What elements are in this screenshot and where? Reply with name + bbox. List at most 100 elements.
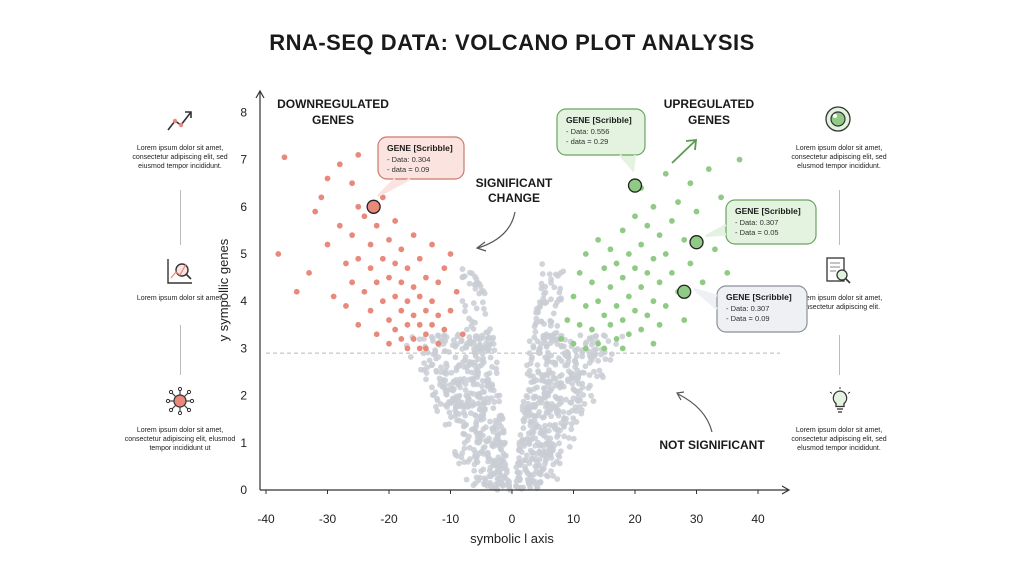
down-point (392, 218, 399, 224)
up-point (681, 236, 688, 243)
up-point (724, 269, 731, 276)
down-point (410, 312, 417, 319)
ns-point (550, 370, 556, 377)
down-point (398, 279, 405, 286)
ns-point (589, 334, 596, 341)
ns-point (421, 360, 428, 366)
ns-point (487, 464, 494, 471)
ns-point (560, 409, 567, 415)
ns-point (552, 375, 559, 382)
ns-point (572, 388, 579, 394)
ns-point (524, 470, 531, 477)
ns-point (532, 328, 539, 335)
ns-point (429, 335, 436, 342)
ns-point (429, 384, 435, 391)
y-axis-arrow (255, 89, 265, 99)
ns-point (565, 368, 572, 375)
ns-point (498, 462, 505, 469)
highlighted-gene-point (366, 199, 381, 214)
ns-point (466, 433, 472, 440)
down-point (404, 298, 411, 305)
ns-point (482, 424, 489, 431)
down-point (398, 336, 405, 342)
ns-point (485, 458, 491, 465)
up-point (669, 269, 675, 276)
ns-point (533, 421, 540, 428)
ns-point (463, 344, 470, 351)
up-point (650, 340, 657, 347)
down-point (435, 279, 442, 286)
x-tick-label: -20 (380, 512, 398, 526)
y-tick-label: 5 (240, 247, 247, 261)
ns-point (534, 484, 541, 491)
up-point (619, 274, 626, 281)
ns-point (558, 420, 565, 427)
ns-point (466, 280, 473, 287)
ns-point (473, 281, 480, 288)
ns-point (421, 335, 427, 342)
ns-point (485, 399, 492, 406)
ns-point (558, 358, 565, 364)
down-point (398, 307, 405, 314)
gene-callout-title: GENE [Scribble] (566, 115, 632, 125)
down-point (361, 288, 368, 295)
down-point (398, 246, 405, 253)
gene-callout-line: - Data: 0.307 (735, 218, 778, 227)
ns-point (472, 412, 479, 418)
down-point (373, 222, 380, 229)
ns-point (469, 399, 476, 406)
ns-point (494, 475, 501, 482)
ns-point (542, 340, 549, 347)
down-point (367, 307, 374, 314)
right-divider-2 (839, 335, 840, 375)
ns-point (496, 457, 503, 464)
up-point (669, 218, 675, 224)
ns-point (433, 369, 440, 375)
ns-point (539, 414, 546, 421)
ns-point (526, 437, 533, 444)
ns-point (531, 334, 538, 341)
ns-point (423, 370, 430, 376)
down-point (336, 161, 343, 168)
ns-point (558, 399, 565, 406)
ns-point (527, 422, 534, 429)
ns-point (552, 361, 559, 368)
ns-point (496, 392, 503, 399)
down-point (410, 232, 417, 239)
up-point (564, 317, 571, 323)
ns-point (534, 362, 541, 368)
ns-point (440, 333, 447, 340)
ns-point (444, 403, 450, 410)
ns-point (417, 366, 424, 373)
ns-point (558, 342, 565, 349)
ns-point (570, 395, 577, 402)
up-point (644, 222, 651, 229)
ns-point (469, 377, 476, 384)
up-point (638, 241, 645, 248)
ns-point (463, 476, 470, 483)
ns-point (516, 474, 523, 481)
ns-point (613, 341, 619, 348)
ns-point (548, 296, 554, 303)
ns-point (461, 364, 467, 370)
up-point (656, 279, 663, 286)
down-point (404, 345, 411, 352)
ns-point (485, 376, 492, 383)
down-point (355, 203, 362, 210)
down-point (343, 260, 349, 267)
y-tick-label: 2 (240, 389, 247, 403)
ns-point (481, 290, 488, 297)
ns-point (416, 336, 423, 343)
ns-point (535, 439, 541, 446)
ns-point (551, 284, 558, 291)
ns-point (547, 332, 554, 339)
right-note-2: Lorem ipsum dolor sit amet, consectetur … (795, 295, 883, 311)
gene-callout-line: - Data: 0.304 (387, 155, 430, 164)
gene-callout-title: GENE [Scribble] (726, 292, 792, 302)
ns-point (547, 317, 554, 324)
ns-point (442, 381, 448, 388)
up-point (558, 336, 565, 342)
ns-point (470, 482, 477, 489)
ns-point (470, 300, 477, 307)
gene-callout (725, 199, 817, 245)
